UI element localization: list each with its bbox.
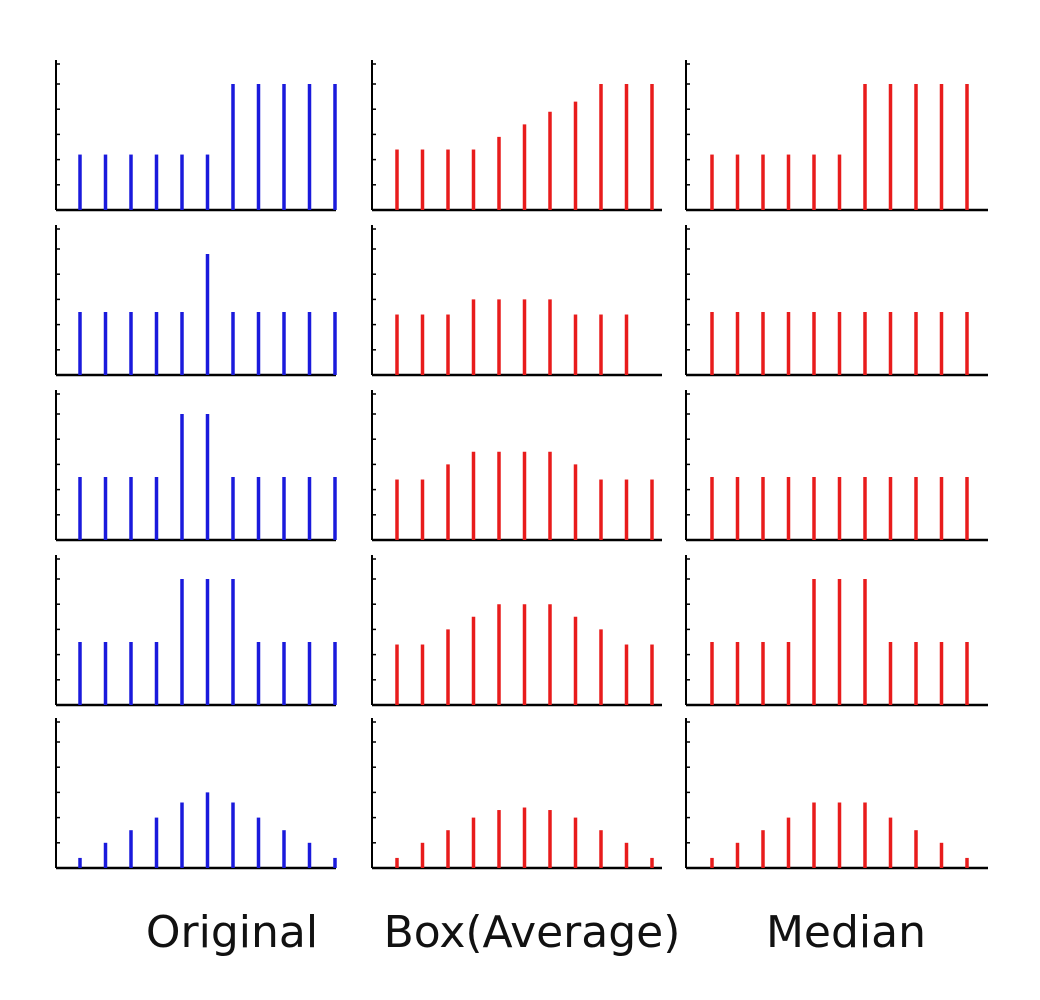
panel-r4-median <box>685 555 988 707</box>
column-label-original: Original <box>145 907 319 958</box>
panel-r2-median <box>685 225 988 377</box>
panel-r4-original <box>55 555 337 707</box>
panel-r2-original <box>55 225 337 377</box>
column-label-median: Median <box>765 907 927 958</box>
panel-r1-box-average <box>371 60 662 212</box>
panel-r3-median <box>685 390 988 542</box>
column-label-box-average: Box(Average) <box>383 907 681 958</box>
panel-r2-box-average <box>371 225 662 377</box>
panel-r5-original <box>55 718 337 870</box>
panel-r3-box-average <box>371 390 662 542</box>
panel-r1-original <box>55 60 337 212</box>
panel-r5-median <box>685 718 988 870</box>
panel-r4-box-average <box>371 555 662 707</box>
panel-r5-box-average <box>371 718 662 870</box>
panel-r3-original <box>55 390 337 542</box>
panel-r1-median <box>685 60 988 212</box>
